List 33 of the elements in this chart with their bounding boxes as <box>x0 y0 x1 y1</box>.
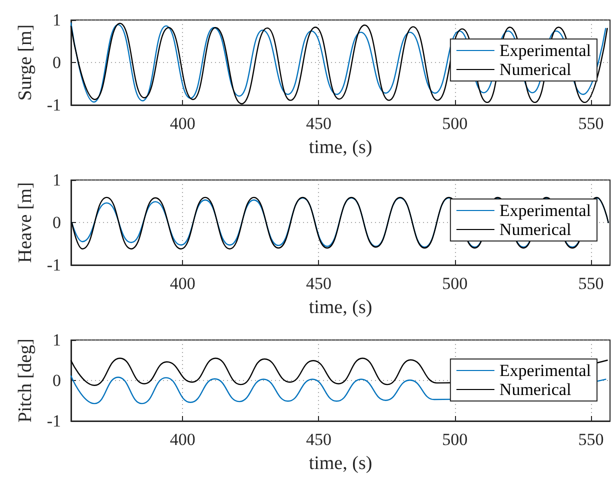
x-tick-label: 500 <box>442 430 468 449</box>
x-axis-title: time, (s) <box>308 297 372 318</box>
x-tick-label: 550 <box>578 114 604 133</box>
x-tick-label: 400 <box>170 430 196 449</box>
legend-label: Experimental <box>499 361 592 380</box>
x-tick-label: 550 <box>578 430 604 449</box>
y-tick-label: 1 <box>52 10 61 30</box>
y-axis-title: Pitch [deg] <box>15 338 36 422</box>
y-tick-label: 0 <box>52 53 61 72</box>
y-axis-title: Heave [m] <box>15 182 36 263</box>
x-tick-label: 450 <box>306 274 332 293</box>
x-tick-label: 450 <box>306 430 332 449</box>
y-tick-label: -1 <box>46 412 61 430</box>
y-tick-label: 0 <box>52 371 61 390</box>
legend-label: Numerical <box>499 220 572 239</box>
x-tick-label: 400 <box>170 274 196 293</box>
legend-label: Numerical <box>499 380 572 399</box>
x-tick-label: 550 <box>578 274 604 293</box>
legend-label: Experimental <box>499 201 592 220</box>
legend-label: Experimental <box>499 41 592 60</box>
y-axis-title: Surge [m] <box>15 24 36 101</box>
y-tick-label: 0 <box>52 213 61 232</box>
y-tick-label: -1 <box>46 256 61 274</box>
x-tick-label: 500 <box>442 114 468 133</box>
legend-label: Numerical <box>499 60 572 79</box>
x-axis-title: time, (s) <box>308 137 372 158</box>
x-tick-label: 450 <box>306 114 332 133</box>
x-tick-label: 400 <box>170 114 196 133</box>
y-tick-label: 1 <box>52 330 61 350</box>
y-tick-label: 1 <box>52 170 61 190</box>
x-tick-label: 500 <box>442 274 468 293</box>
y-tick-label: -1 <box>46 96 61 114</box>
x-axis-title: time, (s) <box>308 453 372 474</box>
